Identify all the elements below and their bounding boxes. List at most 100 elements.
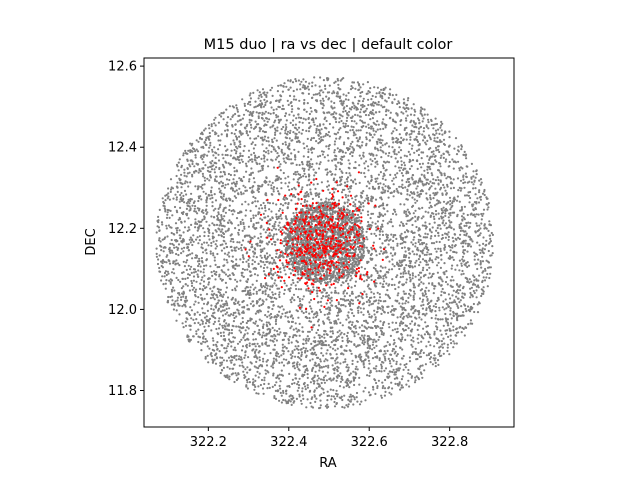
data-point xyxy=(364,386,367,389)
data-point xyxy=(272,304,275,307)
data-point xyxy=(323,336,326,339)
data-point xyxy=(234,128,237,132)
data-point xyxy=(268,202,271,205)
data-point xyxy=(173,205,177,209)
data-point xyxy=(388,151,391,155)
data-point xyxy=(390,283,394,287)
data-point xyxy=(444,222,448,225)
data-point xyxy=(401,246,404,250)
data-point xyxy=(479,227,482,230)
data-point xyxy=(328,286,331,289)
data-point xyxy=(337,303,340,306)
data-point xyxy=(451,201,454,205)
data-point xyxy=(355,129,358,132)
data-point xyxy=(201,218,204,221)
data-point xyxy=(270,144,273,148)
data-point xyxy=(189,181,192,184)
data-point xyxy=(338,176,342,179)
data-point xyxy=(358,383,361,386)
data-point xyxy=(266,201,270,204)
data-point xyxy=(443,143,446,146)
data-point xyxy=(220,235,223,238)
data-point xyxy=(339,362,342,365)
data-point xyxy=(381,306,385,309)
data-point xyxy=(271,159,274,162)
data-point xyxy=(246,387,249,390)
data-point xyxy=(233,132,236,135)
data-point xyxy=(396,294,399,297)
data-point xyxy=(275,318,278,321)
data-point xyxy=(302,78,305,81)
data-point xyxy=(327,147,330,150)
data-point xyxy=(452,178,455,181)
data-point xyxy=(352,181,355,184)
data-point xyxy=(262,261,265,264)
data-point xyxy=(281,240,285,243)
data-point xyxy=(248,381,251,384)
data-point xyxy=(219,371,222,375)
data-point xyxy=(463,249,467,252)
data-point xyxy=(230,328,233,332)
data-point xyxy=(245,379,249,382)
data-point xyxy=(355,136,358,140)
data-point xyxy=(392,246,395,249)
data-point xyxy=(215,175,218,178)
data-point xyxy=(408,276,411,279)
data-point xyxy=(475,213,478,216)
data-point xyxy=(213,285,216,288)
data-point xyxy=(489,254,492,257)
data-point xyxy=(249,319,252,322)
data-point xyxy=(249,209,252,212)
data-point xyxy=(459,289,462,292)
data-point xyxy=(275,381,278,384)
data-point xyxy=(374,319,377,322)
data-point xyxy=(477,258,480,261)
data-point xyxy=(262,228,265,231)
data-point xyxy=(252,195,255,198)
data-point xyxy=(271,140,274,143)
data-point xyxy=(432,292,435,295)
data-point xyxy=(375,234,378,237)
data-point xyxy=(268,254,271,257)
data-point xyxy=(394,382,397,385)
data-point xyxy=(482,276,485,279)
data-point xyxy=(388,260,391,263)
data-point xyxy=(470,162,473,165)
data-point xyxy=(399,123,402,127)
data-point xyxy=(367,98,370,101)
data-point xyxy=(315,127,318,130)
data-point xyxy=(309,298,313,302)
data-point xyxy=(203,176,206,179)
data-point xyxy=(260,235,263,238)
data-point xyxy=(348,110,351,113)
data-point xyxy=(355,372,358,375)
plot-area xyxy=(143,57,515,428)
data-point xyxy=(382,188,385,191)
data-point xyxy=(435,250,438,253)
data-point xyxy=(246,251,249,254)
data-point xyxy=(201,261,204,264)
data-point xyxy=(402,224,405,227)
data-point xyxy=(212,322,215,326)
data-point xyxy=(317,195,320,198)
data-point xyxy=(304,175,308,178)
data-point xyxy=(191,142,194,145)
data-point xyxy=(403,231,407,234)
data-point xyxy=(309,359,312,362)
data-point xyxy=(452,240,455,243)
data-point xyxy=(361,90,364,94)
data-point xyxy=(368,344,371,347)
data-point xyxy=(312,376,315,379)
data-point xyxy=(370,315,373,318)
data-point xyxy=(228,378,231,381)
data-point xyxy=(348,162,351,165)
data-point xyxy=(211,232,214,235)
data-point xyxy=(378,296,382,299)
data-point xyxy=(386,222,389,225)
data-point xyxy=(335,165,338,168)
data-point xyxy=(379,230,382,233)
data-point xyxy=(201,332,204,335)
data-point xyxy=(180,186,183,189)
data-point xyxy=(277,121,281,124)
data-point xyxy=(236,342,240,345)
